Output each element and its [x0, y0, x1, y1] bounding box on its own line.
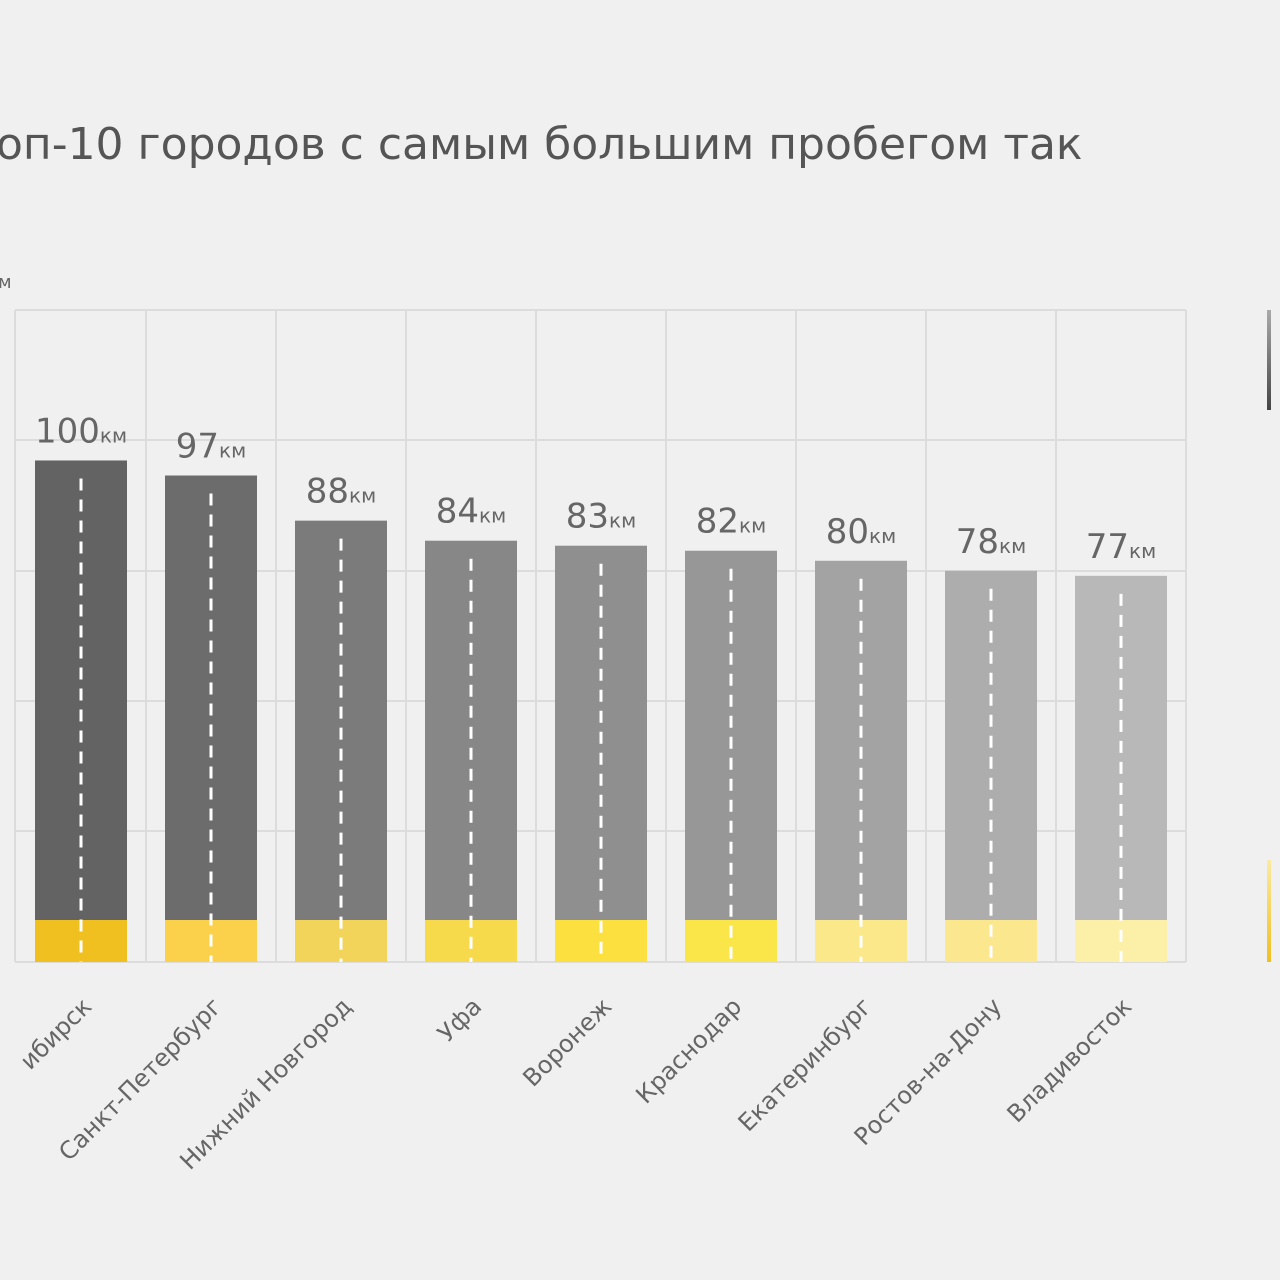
value-label: 88км [306, 472, 376, 512]
value-number: 84 [436, 492, 479, 532]
value-unit: км [999, 534, 1026, 558]
axis-label: м [0, 272, 12, 293]
value-label: 80км [826, 512, 896, 552]
value-label: 83км [566, 497, 636, 537]
value-unit: км [739, 514, 766, 538]
value-unit: км [869, 524, 896, 548]
value-number: 97 [176, 427, 219, 467]
value-number: 83 [566, 497, 609, 537]
value-label: 78км [956, 522, 1026, 562]
bar [165, 475, 257, 962]
chart-title: оп-10 городов с самым большим пробегом т… [0, 119, 1083, 170]
legend-bar [1267, 310, 1271, 410]
value-unit: км [1129, 539, 1156, 563]
legend-bar [1267, 860, 1271, 962]
value-number: 82 [696, 502, 739, 542]
value-number: 100 [35, 411, 100, 451]
value-unit: км [609, 509, 636, 533]
value-number: 77 [1086, 527, 1129, 567]
value-label: 100км [35, 411, 127, 451]
value-number: 88 [306, 472, 349, 512]
bar [295, 520, 387, 962]
value-label: 97км [176, 427, 246, 467]
value-unit: км [479, 504, 506, 528]
value-unit: км [219, 439, 246, 463]
value-unit: км [349, 484, 376, 508]
value-label: 84км [436, 492, 506, 532]
value-unit: км [100, 423, 127, 447]
value-number: 78 [956, 522, 999, 562]
value-label: 82км [696, 502, 766, 542]
value-number: 80 [826, 512, 869, 552]
value-label: 77км [1086, 527, 1156, 567]
